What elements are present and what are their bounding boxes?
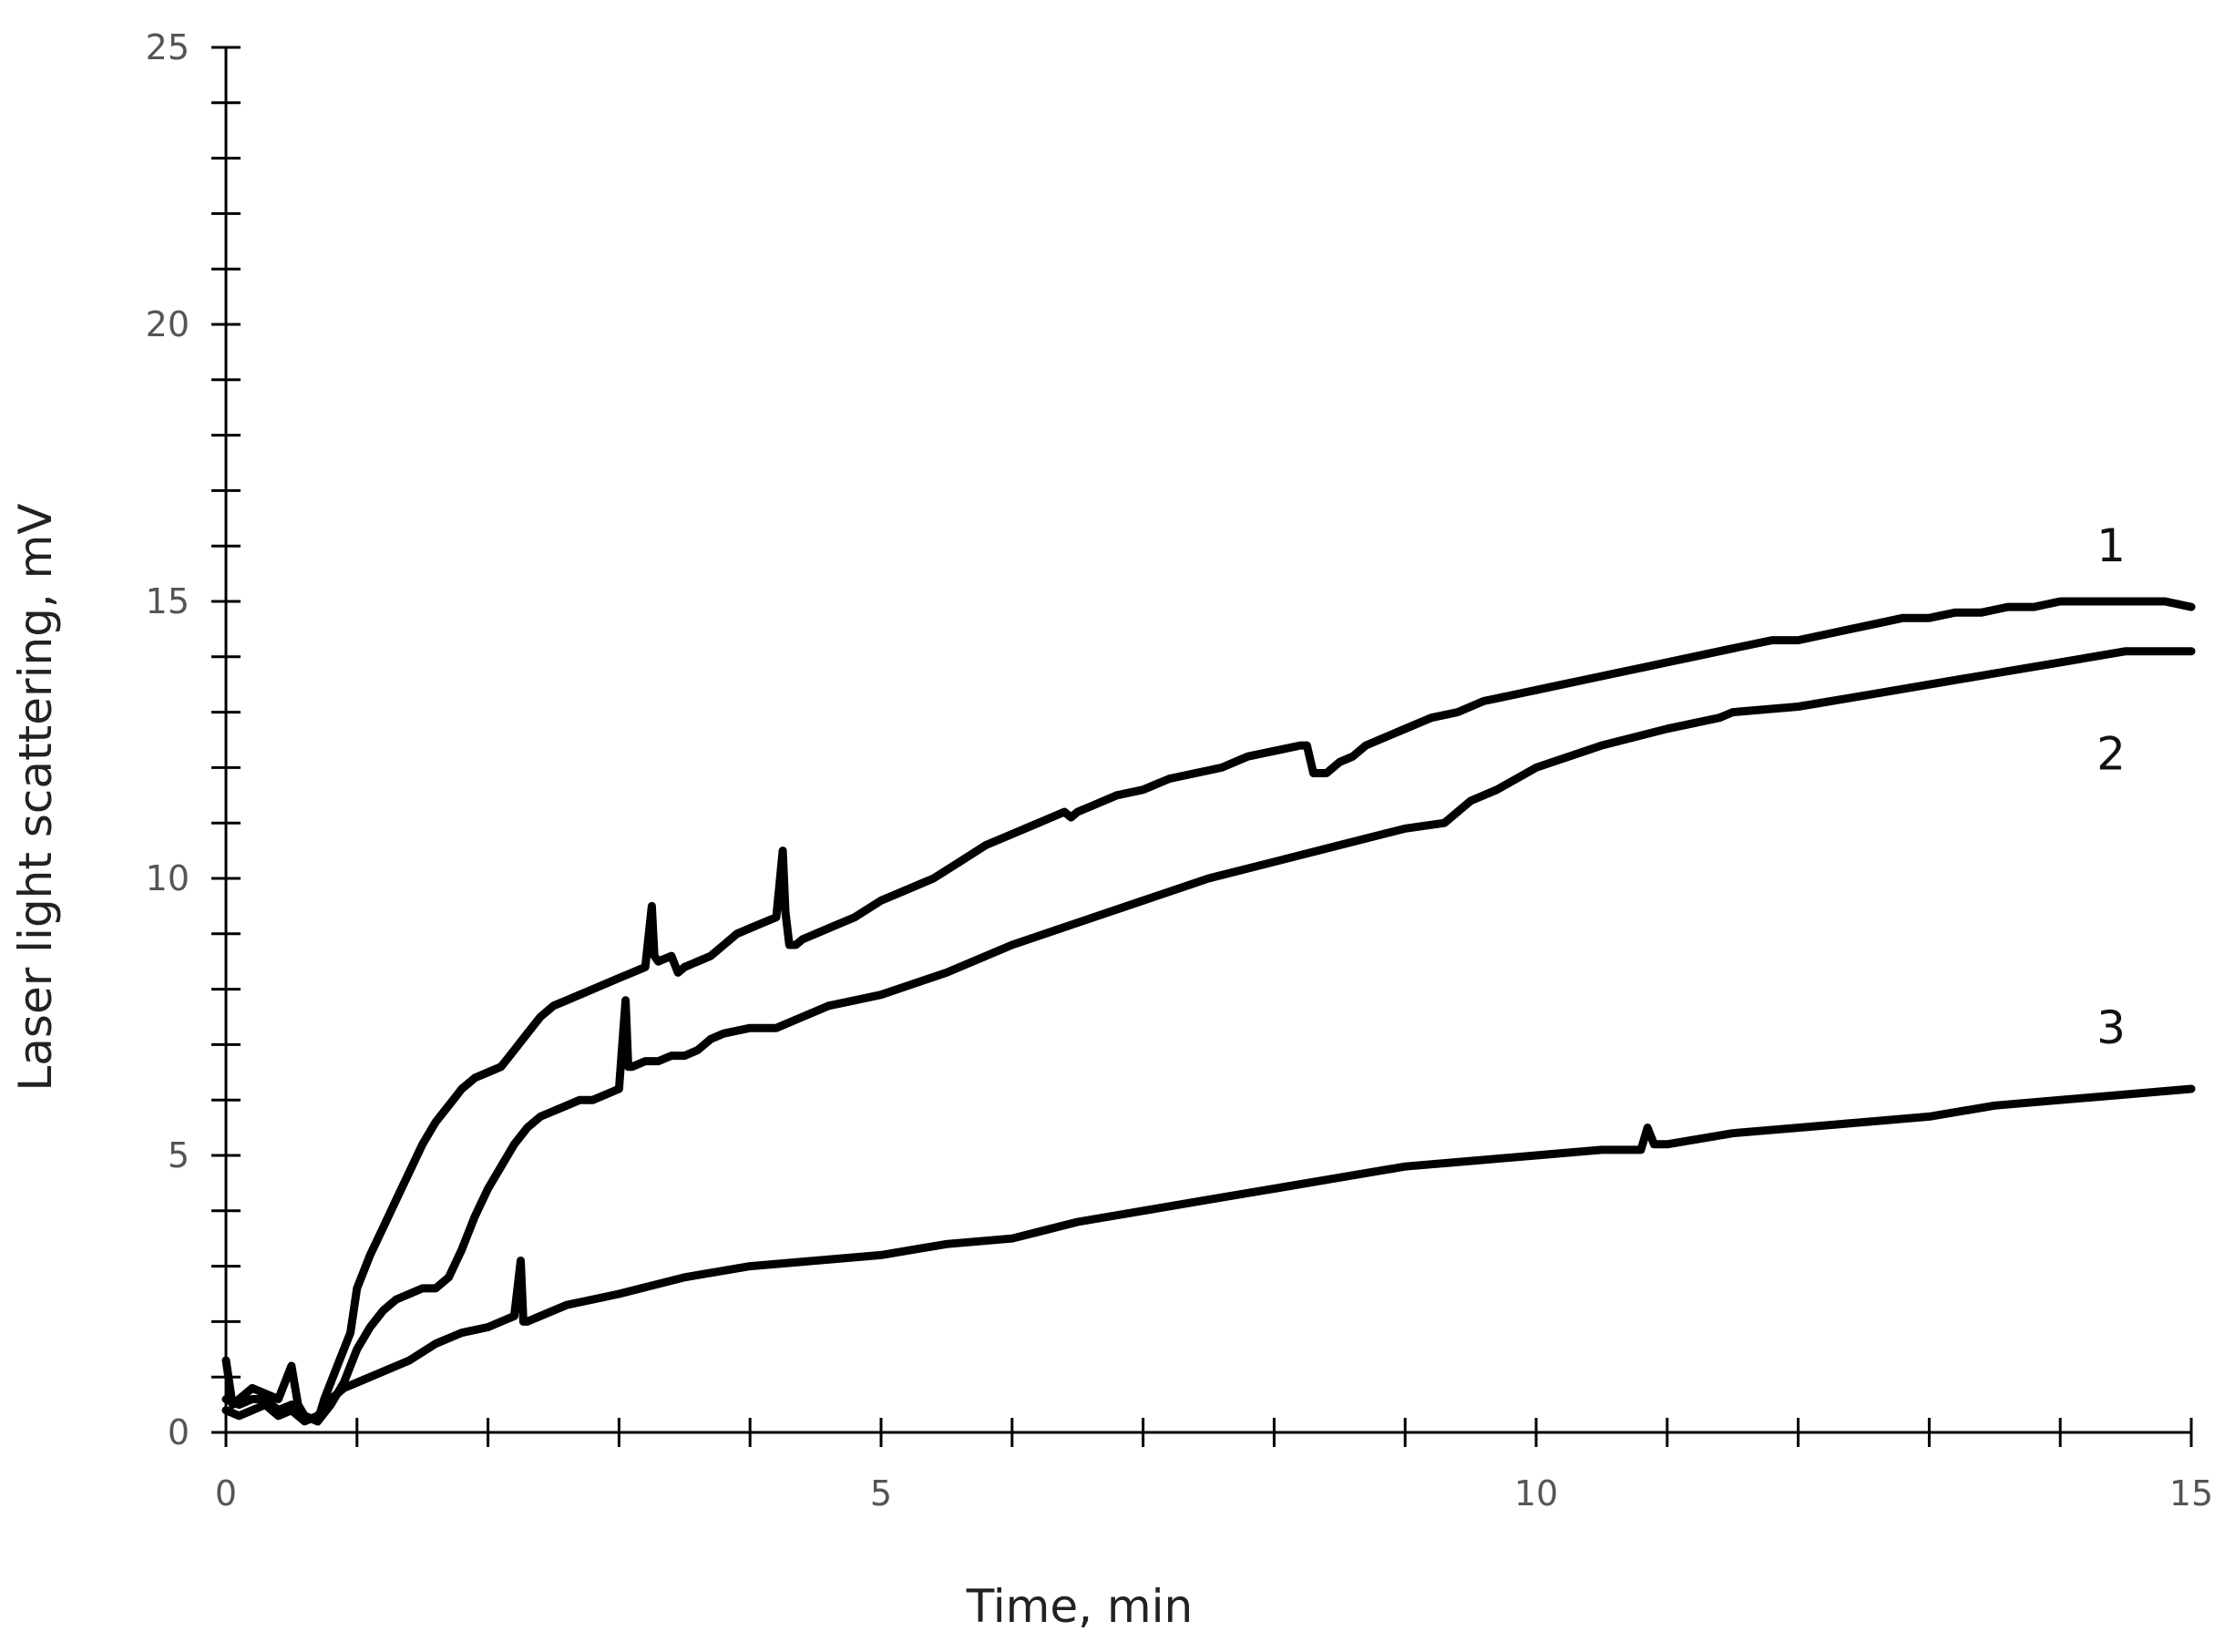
x-tick-label: 5	[870, 1473, 892, 1513]
series-3-line	[221, 1084, 2196, 1426]
x-axis: 0 5 10 15	[215, 1418, 2213, 1513]
series-2-label: 2	[2097, 728, 2126, 781]
y-axis-title: Laser light scattering, mV	[9, 503, 62, 1091]
series-1-label: 1	[2097, 519, 2126, 572]
x-tick-label: 15	[2169, 1473, 2213, 1513]
series-2-line	[221, 647, 2196, 1426]
x-tick-label: 10	[1514, 1473, 1558, 1513]
series-1-line	[221, 597, 2196, 1426]
y-tick-label: 25	[146, 27, 190, 67]
y-axis: 0 5 10 15 20 25	[146, 27, 241, 1452]
x-axis-title: Time, min	[966, 1580, 1193, 1633]
y-tick-label: 5	[168, 1135, 190, 1175]
x-tick-label: 0	[215, 1473, 237, 1513]
y-tick-label: 20	[146, 304, 190, 344]
y-tick-label: 15	[146, 581, 190, 621]
y-tick-label: 10	[146, 858, 190, 898]
y-tick-label: 0	[168, 1412, 190, 1452]
plot-area: 1 2 3	[221, 519, 2196, 1426]
series-3-label: 3	[2097, 1001, 2126, 1054]
